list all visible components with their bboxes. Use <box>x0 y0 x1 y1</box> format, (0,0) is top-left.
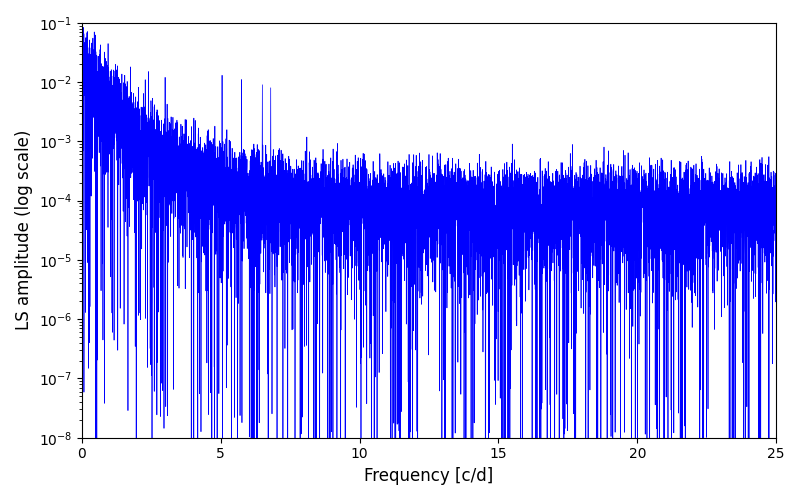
X-axis label: Frequency [c/d]: Frequency [c/d] <box>364 467 494 485</box>
Y-axis label: LS amplitude (log scale): LS amplitude (log scale) <box>15 130 33 330</box>
